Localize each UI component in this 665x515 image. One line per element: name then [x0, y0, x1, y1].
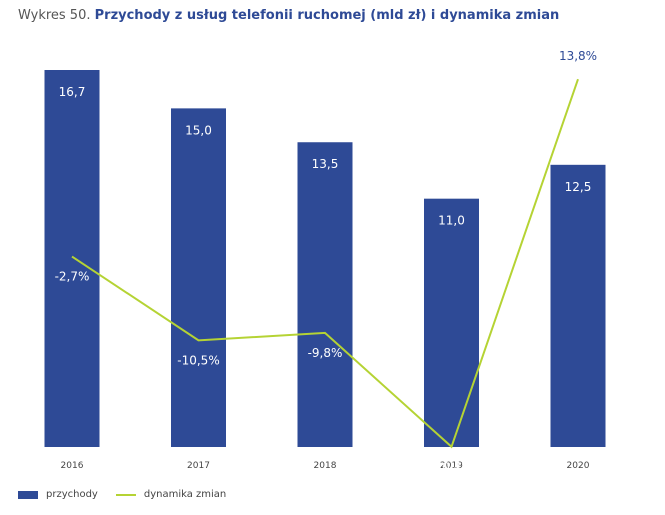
legend-label-dynamika: dynamika zmian [143, 489, 227, 500]
line-label-2016: -2,7% [55, 270, 90, 284]
legend-swatch-bar [18, 490, 38, 499]
line-label-2020: 13,8% [559, 49, 597, 63]
x-tick-2016: 2016 [61, 461, 84, 471]
bar-label-2016: 16,7 [59, 85, 86, 99]
line-label-2017: -10,5% [177, 353, 219, 367]
bar-2017 [171, 108, 226, 447]
legend-item-dynamika: dynamika zmian [115, 489, 227, 500]
bar-2020 [550, 164, 606, 447]
chart-title-main: Przychody z usług telefonii ruchomej (ml… [94, 8, 560, 23]
bar-label-2019: 11,0 [438, 214, 465, 228]
line-label-2018: -9,8% [308, 346, 343, 360]
chart-legend: przychody dynamika zmian [18, 489, 244, 500]
legend-item-przychody: przychody [18, 489, 98, 500]
x-tick-2018: 2018 [314, 461, 337, 471]
x-tick-2019: 2019 [440, 461, 463, 471]
chart-title-prefix: Wykres 50. [18, 8, 91, 23]
x-tick-2017: 2017 [187, 461, 210, 471]
bar-label-2018: 13,5 [312, 157, 339, 171]
bar-2019 [424, 198, 479, 447]
chart-title: Wykres 50. Przychody z usług telefonii r… [18, 8, 559, 23]
bar-label-2020: 12,5 [565, 180, 592, 194]
bar-2016 [44, 70, 100, 447]
legend-swatch-line [115, 493, 136, 496]
legend-label-przychody: przychody [46, 489, 98, 500]
line-dynamika-zmian [71, 78, 579, 449]
line-label-2019: -20,4% [430, 460, 472, 474]
bar-2018 [297, 142, 353, 448]
bar-label-2017: 15,0 [185, 123, 212, 137]
x-tick-2020: 2020 [567, 461, 590, 471]
